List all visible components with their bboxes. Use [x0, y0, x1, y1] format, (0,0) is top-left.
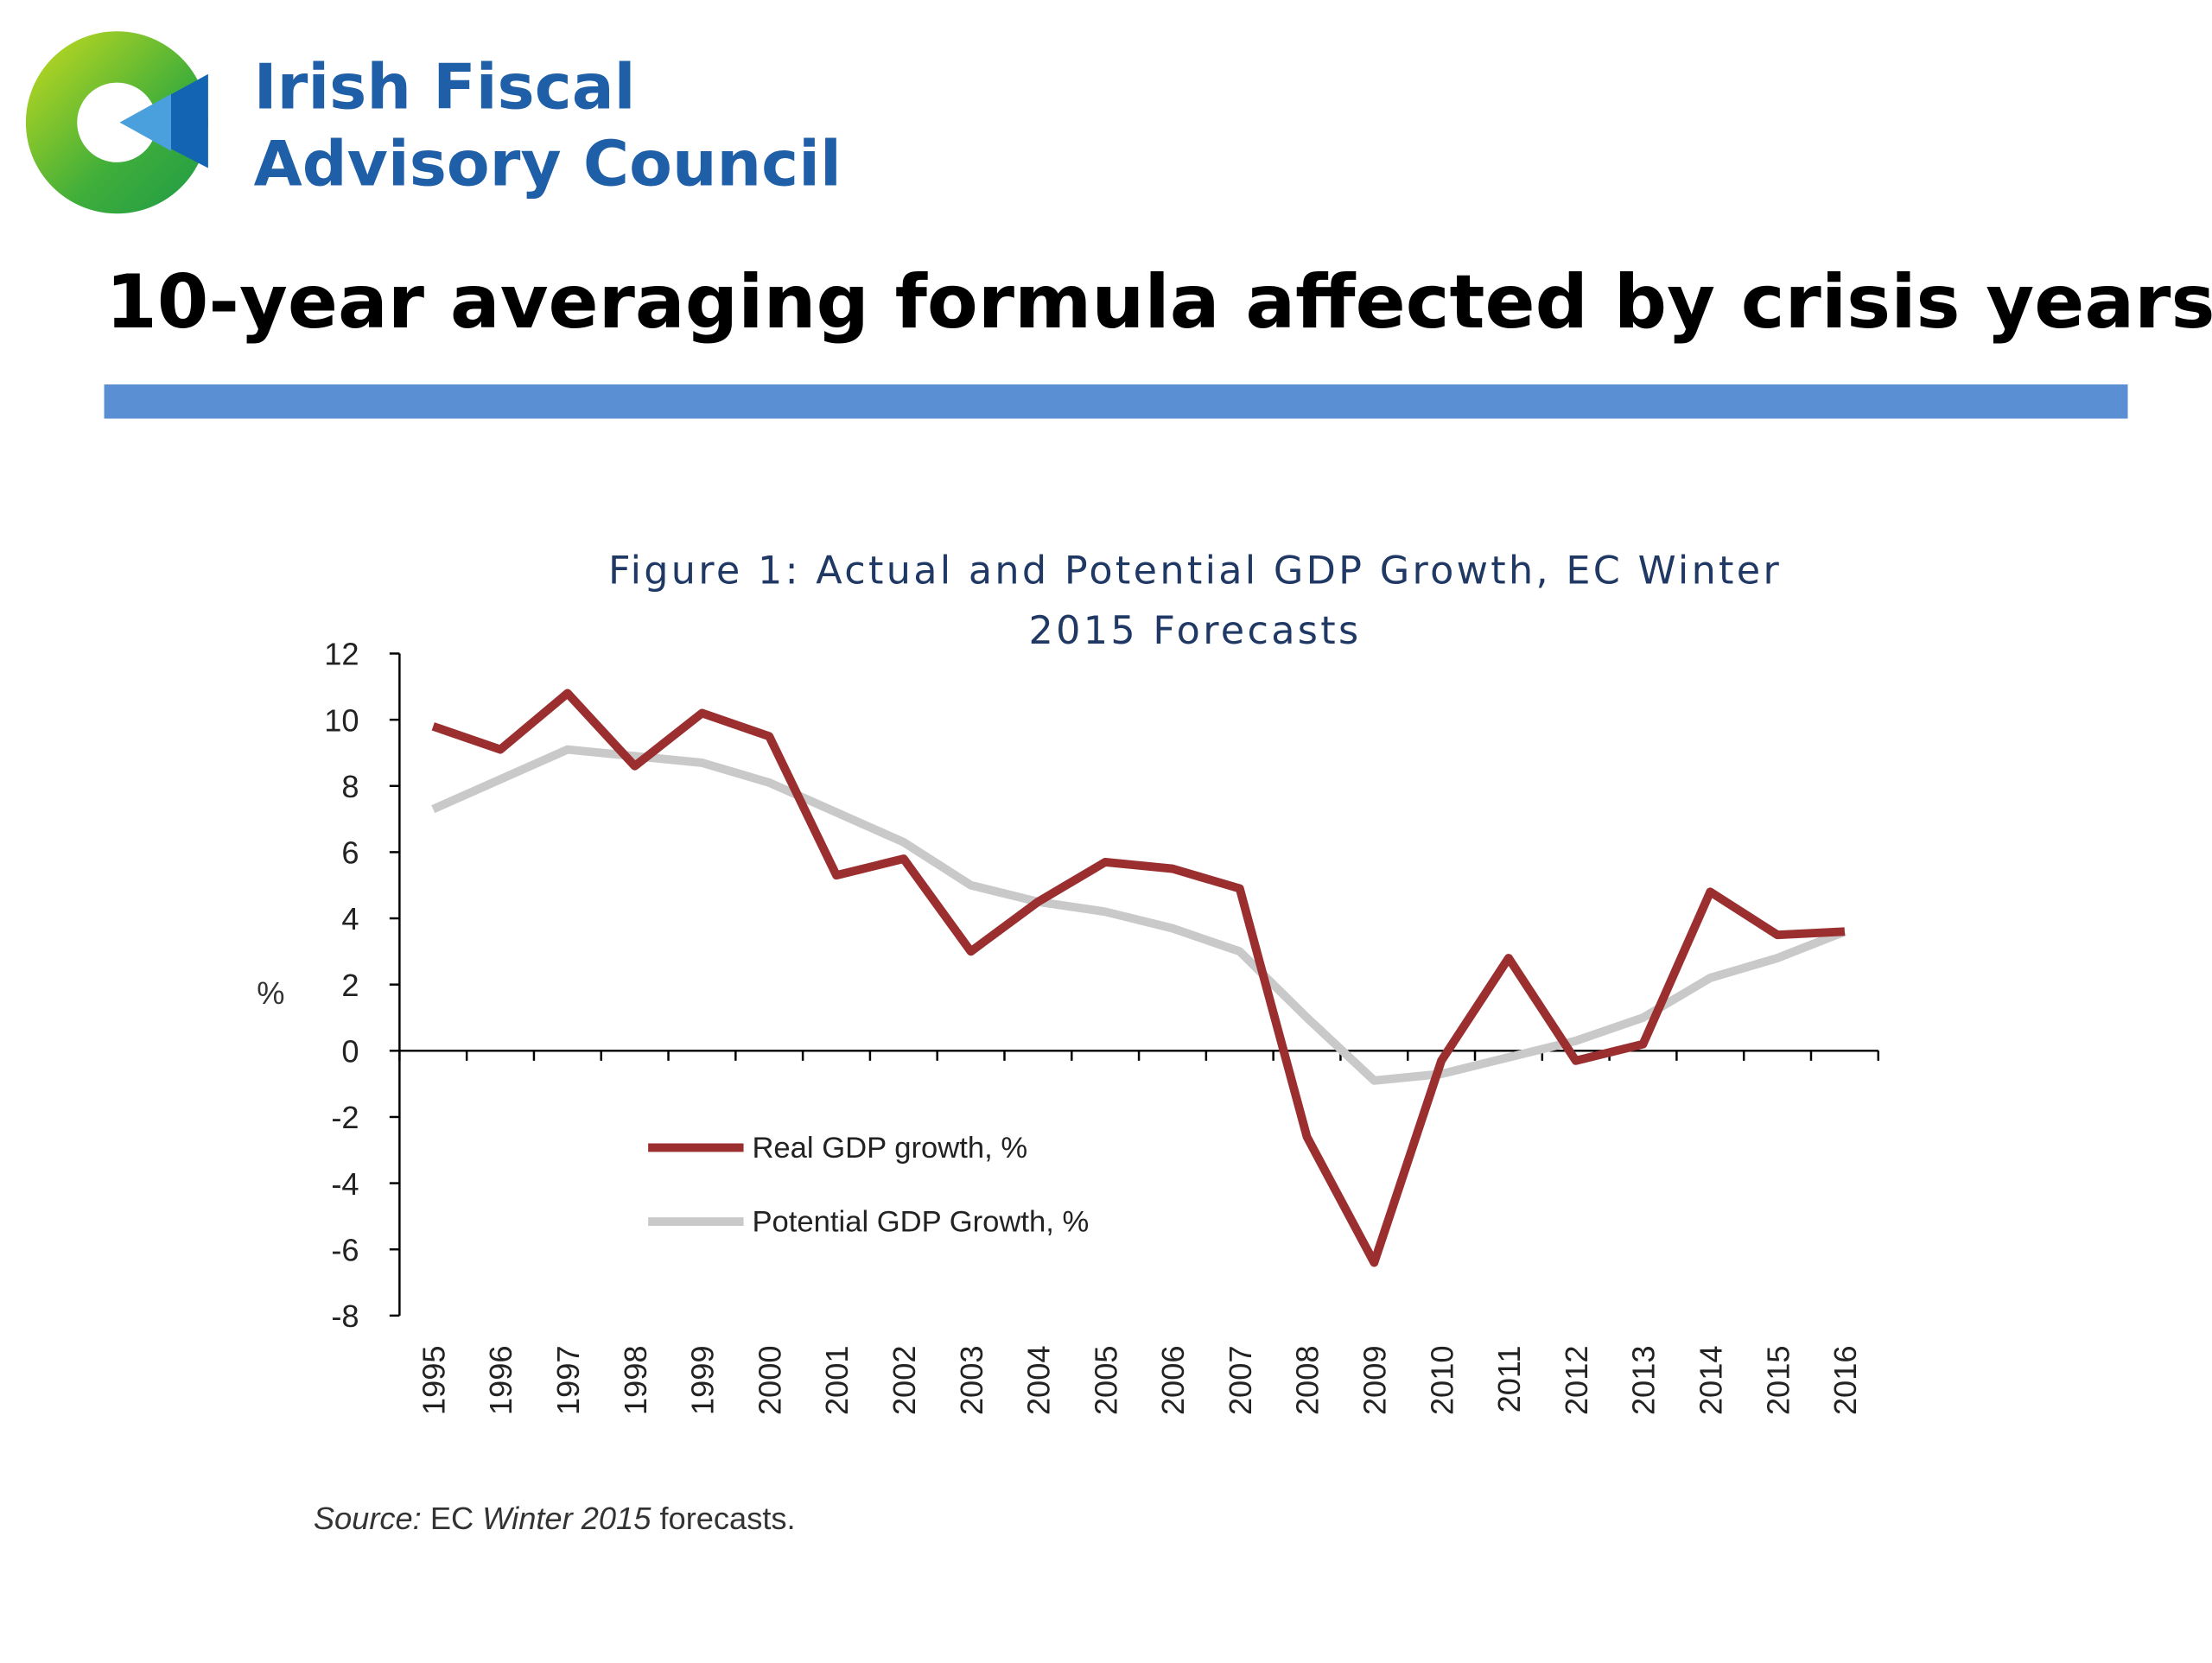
x-tick-label: 1995 — [416, 1345, 451, 1415]
legend-label: Real GDP growth, % — [752, 1132, 1027, 1165]
x-tick-label: 2015 — [1760, 1345, 1796, 1415]
x-tick-label: 1999 — [685, 1345, 721, 1415]
series-line — [431, 745, 1847, 1085]
source: Source: EC Winter 2015 forecasts. — [314, 1501, 796, 1536]
x-tick-label: 2010 — [1424, 1345, 1459, 1415]
y-tick-label: 6 — [341, 835, 359, 871]
logo — [25, 31, 208, 214]
y-tick-label: -8 — [331, 1298, 359, 1334]
y-tick-label: 8 — [341, 769, 359, 804]
org-name: Advisory Council — [254, 128, 842, 200]
x-tick-label: 2011 — [1491, 1345, 1527, 1412]
x-tick-label: 2012 — [1559, 1345, 1594, 1415]
x-tick-label: 2013 — [1626, 1345, 1662, 1415]
y-tick-label: -6 — [331, 1232, 359, 1267]
x-tick-label: 1997 — [550, 1345, 586, 1415]
x-tick-label: 2005 — [1088, 1345, 1123, 1415]
chart-title: Figure 1: Actual and Potential GDP Growt… — [608, 549, 1782, 593]
x-tick-label: 1996 — [483, 1345, 518, 1415]
x-tick-label: 2009 — [1357, 1345, 1393, 1415]
x-tick-label: 2016 — [1827, 1345, 1863, 1415]
x-tick-label: 2006 — [1155, 1345, 1191, 1415]
y-tick-label: 0 — [341, 1033, 359, 1069]
x-tick-label: 2001 — [819, 1345, 855, 1415]
x-tick-label: 2002 — [887, 1345, 922, 1415]
y-tick-label: -2 — [331, 1100, 359, 1135]
x-tick-label: 2004 — [1021, 1345, 1057, 1415]
plot: -8 -6 -4 -2 0 2 4 6 8 10 12 1995 1996 1997 1998 1999 200… — [324, 637, 1880, 1415]
x-tick-label: 2014 — [1693, 1345, 1728, 1415]
slide-title: 10-year averaging formula affected by cr… — [105, 259, 2212, 346]
org-name: Irish Fiscal — [254, 51, 636, 124]
x-tick-label: 2000 — [752, 1345, 787, 1415]
x-tick-label: 2007 — [1223, 1345, 1258, 1415]
y-axis-label: % — [257, 975, 284, 1011]
source-part: forecasts. — [651, 1501, 795, 1536]
x-tick-label: 1998 — [618, 1345, 653, 1415]
y-tick-label: -4 — [331, 1166, 359, 1202]
chart-title: 2015 Forecasts — [1029, 609, 1362, 653]
y-tick-label: 10 — [324, 702, 359, 738]
source-part: Source: — [314, 1501, 422, 1536]
x-tick-label: 2008 — [1290, 1345, 1325, 1415]
y-tick-label: 12 — [324, 637, 359, 672]
y-tick-label: 4 — [341, 901, 359, 936]
source-part: EC — [422, 1501, 482, 1536]
x-tick-label: 2003 — [954, 1345, 989, 1415]
title-rule — [104, 384, 2128, 419]
legend-label: Potential GDP Growth, % — [752, 1206, 1089, 1239]
source-part: Winter 2015 — [482, 1501, 652, 1536]
series-line — [431, 689, 1846, 1267]
y-tick-label: 2 — [341, 968, 359, 1003]
